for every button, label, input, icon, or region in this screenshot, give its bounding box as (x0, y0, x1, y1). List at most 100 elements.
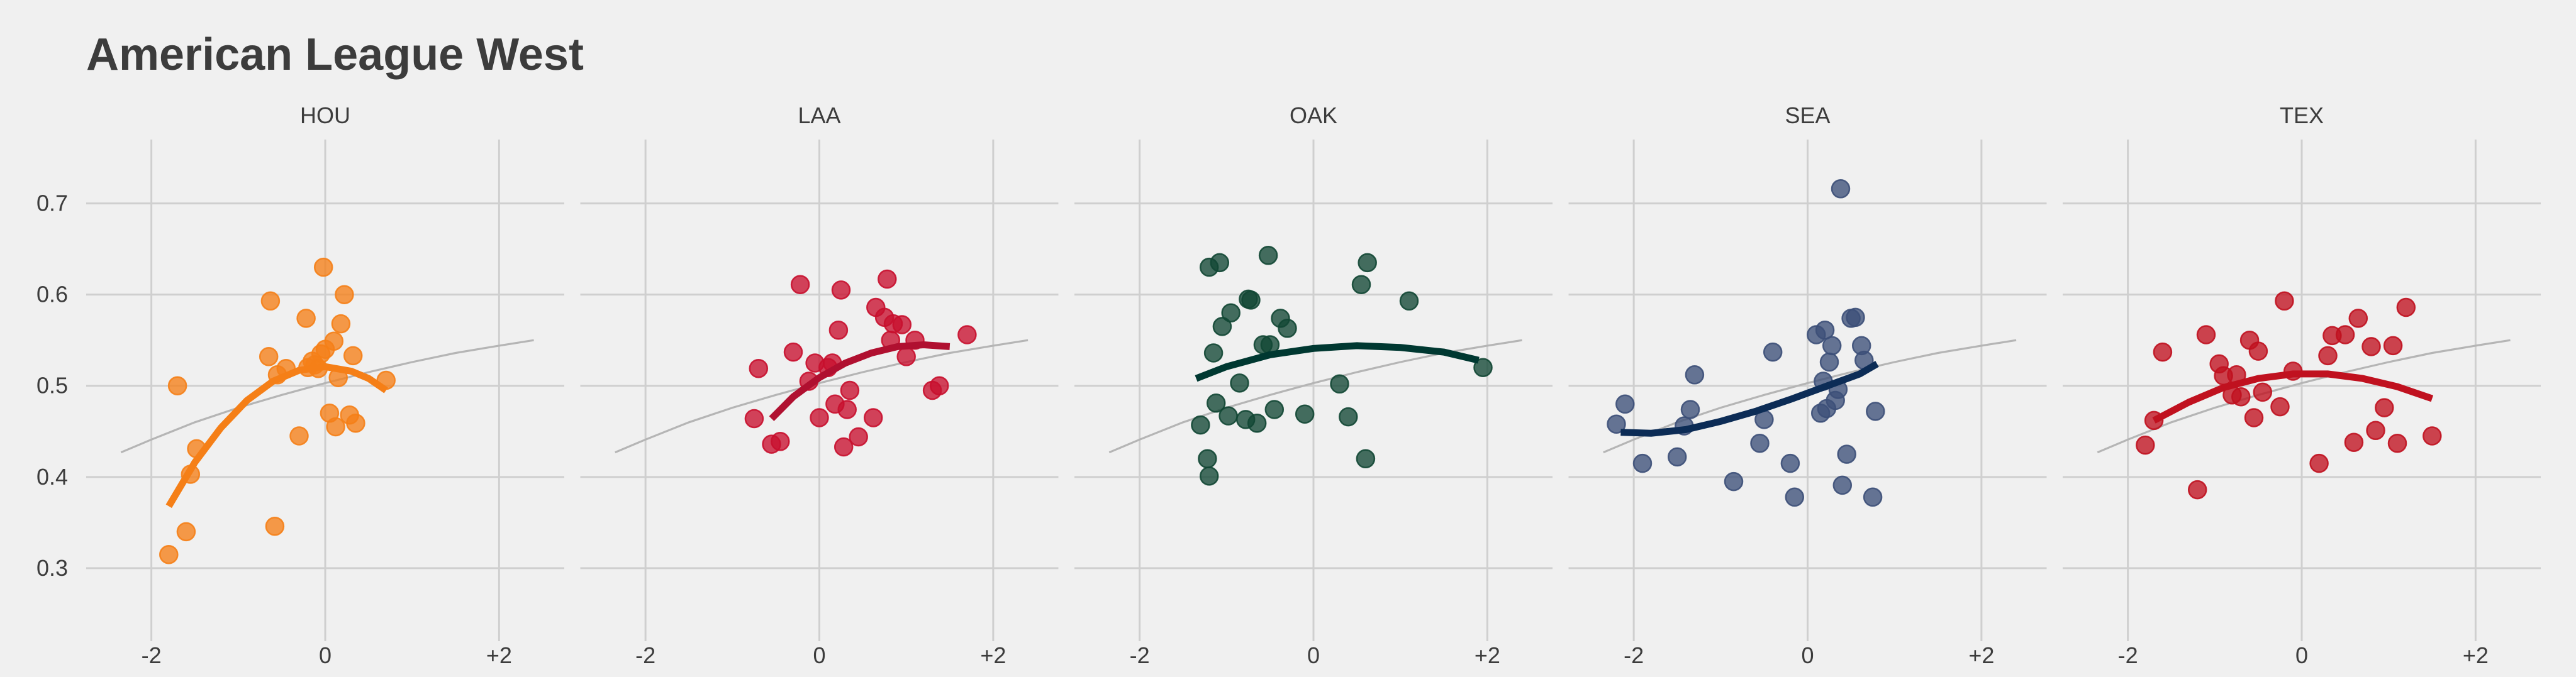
data-point (878, 269, 897, 289)
x-tick-label: -2 (1130, 642, 1150, 668)
data-point (1724, 471, 1744, 492)
data-point (957, 325, 977, 344)
data-point (1832, 475, 1853, 495)
trend-line (1195, 342, 1480, 382)
y-tick-label: 0.7 (36, 190, 68, 216)
x-tick-label: +2 (980, 642, 1006, 668)
data-point (2270, 397, 2290, 417)
data-point (1230, 373, 1249, 393)
data-point (2244, 408, 2264, 427)
data-point (326, 417, 345, 437)
data-point (1210, 253, 1230, 273)
data-point (265, 516, 285, 536)
data-point (1278, 319, 1297, 338)
data-point (1837, 444, 1856, 464)
data-point (828, 320, 849, 340)
x-tick-label: 0 (813, 642, 825, 668)
reference-curve (615, 339, 1029, 454)
data-point (1191, 415, 1210, 435)
data-point (1221, 303, 1241, 322)
panel-sea: SEA -2 0 +2 (1568, 102, 2047, 668)
data-point (1866, 402, 1885, 421)
data-point (313, 257, 333, 277)
data-point (831, 280, 851, 300)
data-point (1339, 407, 1358, 427)
y-tick-label: 0.6 (36, 282, 68, 307)
panel-laa: LAA -2 0 +2 (580, 102, 1059, 668)
x-tick-label: -2 (1624, 642, 1644, 668)
data-point (810, 408, 829, 427)
data-point (2348, 309, 2368, 328)
data-point (2383, 336, 2403, 356)
data-point (744, 409, 764, 429)
data-point (1212, 317, 1232, 336)
data-point (259, 347, 279, 366)
data-point (2318, 346, 2338, 366)
data-point (296, 309, 316, 328)
data-point (1780, 453, 1800, 473)
data-point (2344, 432, 2364, 452)
x-tick-label: -2 (142, 642, 162, 668)
x-tick-label: -2 (635, 642, 655, 668)
x-tick-label: 0 (2295, 642, 2308, 668)
data-point (1203, 343, 1224, 363)
data-point (1750, 433, 1770, 453)
trend-line (769, 341, 951, 421)
data-point (2136, 435, 2155, 455)
data-point (2187, 480, 2207, 500)
data-point (1615, 394, 1635, 414)
data-point (1199, 466, 1219, 486)
y-tick-label: 0.4 (36, 464, 68, 490)
data-point (2253, 382, 2273, 402)
data-point (840, 380, 860, 400)
data-point (834, 437, 854, 457)
data-point (1785, 487, 1805, 507)
data-point (2387, 433, 2407, 453)
data-point (335, 285, 354, 304)
data-point (1685, 365, 1705, 385)
data-point (896, 347, 916, 366)
data-point (2361, 337, 2381, 356)
data-point (1863, 487, 1883, 507)
data-point (929, 376, 949, 395)
data-point (1295, 404, 1315, 424)
data-point (1218, 406, 1238, 426)
data-point (1831, 179, 1851, 199)
data-point (1247, 413, 1267, 433)
data-point (2248, 341, 2268, 361)
reference-curve (120, 339, 534, 454)
data-point (159, 544, 179, 564)
data-point (783, 342, 803, 362)
panel-title: HOU (300, 102, 350, 128)
data-point (176, 522, 196, 542)
data-point (289, 426, 309, 446)
data-point (1351, 275, 1371, 294)
data-point (749, 358, 769, 378)
data-point (1763, 342, 1783, 362)
data-point (1399, 291, 1419, 311)
data-point (1206, 394, 1226, 413)
panel-tex: TEX -2 0 +2 (2063, 102, 2541, 668)
data-point (1258, 246, 1278, 265)
data-point (837, 400, 857, 419)
panel-oak: OAK -2 0 +2 (1074, 102, 1553, 668)
data-point (2231, 387, 2251, 407)
trend-line (165, 363, 388, 509)
x-tick-label: +2 (486, 642, 512, 668)
data-point (2423, 426, 2442, 446)
data-point (2275, 291, 2294, 311)
data-point (1846, 307, 1865, 327)
x-tick-label: +2 (2463, 642, 2489, 668)
x-tick-label: 0 (319, 642, 332, 668)
data-point (260, 291, 281, 311)
panel-title: TEX (2280, 102, 2324, 128)
data-point (849, 427, 868, 447)
data-point (2396, 297, 2416, 317)
reference-curve (1603, 339, 2017, 454)
data-point (2309, 453, 2329, 473)
data-point (1607, 414, 1626, 434)
data-point (892, 315, 912, 334)
x-tick-label: 0 (1307, 642, 1320, 668)
